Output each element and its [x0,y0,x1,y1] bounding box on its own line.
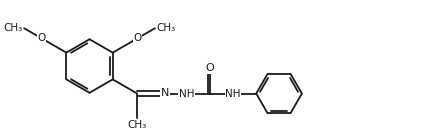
Text: CH₃: CH₃ [3,23,22,33]
Text: CH₃: CH₃ [156,23,176,33]
Text: N: N [161,88,169,98]
Text: O: O [205,63,214,73]
Text: O: O [133,34,141,43]
Text: O: O [38,34,46,43]
Text: CH₃: CH₃ [128,120,147,130]
Text: NH: NH [225,89,241,99]
Text: NH: NH [179,89,194,99]
